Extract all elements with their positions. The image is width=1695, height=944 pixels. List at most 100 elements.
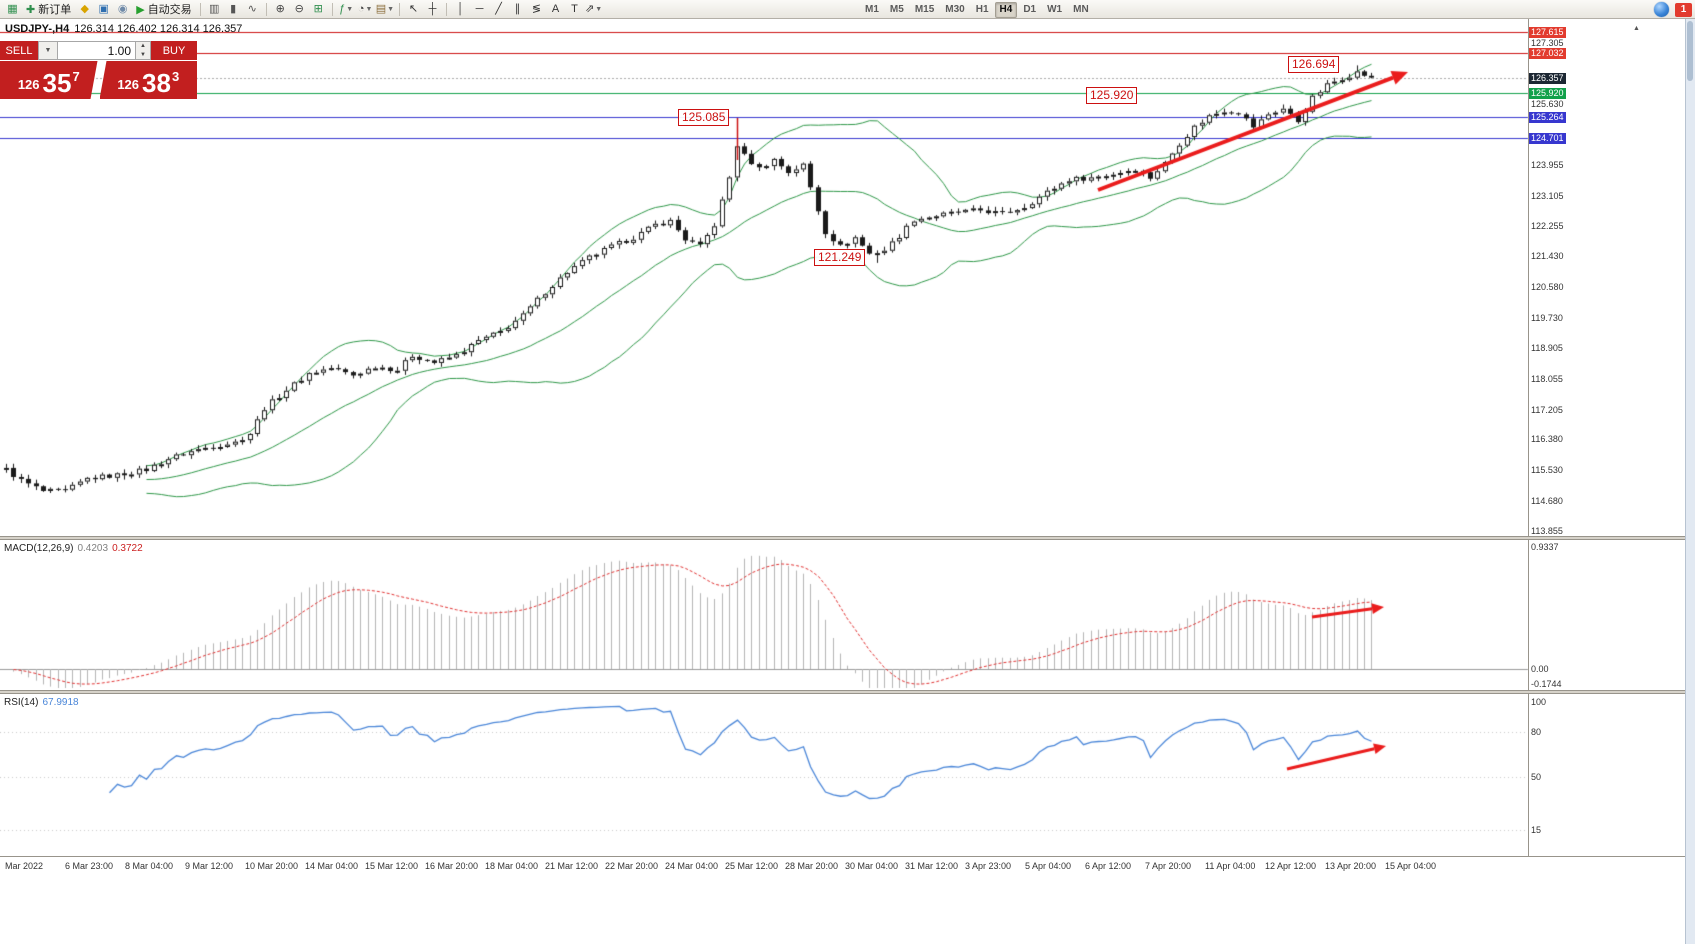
channel-icon: ∥ xyxy=(514,2,521,15)
toolbar-separator xyxy=(399,2,401,16)
text-icon[interactable]: A xyxy=(547,2,564,17)
bid-prefix: 126 xyxy=(17,77,40,92)
ask-price-panel[interactable]: 126 38 3 xyxy=(99,61,197,99)
zoom-in-icon[interactable]: ⊕ xyxy=(272,2,289,17)
channel-icon[interactable]: ∥ xyxy=(509,2,526,17)
buy-button[interactable]: BUY xyxy=(151,41,197,60)
volume-stepper[interactable]: ▲ ▼ xyxy=(136,41,151,60)
timeframe-m1-button[interactable]: M1 xyxy=(865,4,879,15)
text-label-icon[interactable]: T xyxy=(566,2,583,17)
search-icon[interactable] xyxy=(1654,2,1669,17)
trendline-icon[interactable]: ╱ xyxy=(490,2,507,17)
macd-scale-label: 0.9337 xyxy=(1531,542,1559,552)
price-axis-label: 127.032 xyxy=(1529,48,1566,60)
macd-header: MACD(12,26,9) 0.4203 0.3722 xyxy=(4,543,143,554)
price-axis-label: 125.630 xyxy=(1531,98,1564,109)
date-axis-label: 15 Mar 12:00 xyxy=(365,861,419,871)
toolbar-separator xyxy=(331,2,333,16)
stepper-up-icon: ▲ xyxy=(140,43,146,50)
volume-input[interactable]: 1.00 xyxy=(58,41,136,60)
line-chart-icon: ∿ xyxy=(247,2,257,15)
zoom-out-icon[interactable]: ⊖ xyxy=(291,2,308,17)
new-order-icon: ✚ xyxy=(26,3,36,16)
date-axis-label: 15 Apr 04:00 xyxy=(1385,861,1437,871)
timeframe-w1-button[interactable]: W1 xyxy=(1047,4,1063,15)
timeframe-h1-button[interactable]: H1 xyxy=(975,4,989,15)
chart-ohlc-values: 126.314 126.402 126.314 126.357 xyxy=(74,23,243,35)
cursor-icon[interactable]: ↖ xyxy=(405,2,422,17)
bid-big-digits: 35 xyxy=(42,68,72,98)
fibonacci-icon: ≶ xyxy=(531,2,542,15)
new-order-button[interactable]: ✚ 新订单 xyxy=(22,2,75,17)
date-axis-label: 5 Apr 04:00 xyxy=(1025,861,1072,871)
panel-separator[interactable] xyxy=(0,536,1695,540)
crosshair-icon[interactable]: ┼ xyxy=(424,2,441,17)
time-axis[interactable]: Mar 2022 6 Mar 23:00 8 Mar 04:00 9 Mar 12:0… xyxy=(0,856,1695,877)
sell-button[interactable]: SELL xyxy=(0,41,38,60)
scrollbar-thumb[interactable] xyxy=(1687,21,1693,81)
crosshair-icon: ┼ xyxy=(428,2,437,15)
price-annotation[interactable]: 126.694 xyxy=(1288,56,1340,73)
price-axis-label: 123.105 xyxy=(1531,190,1564,201)
timeframe-mn-button[interactable]: MN xyxy=(1073,4,1089,15)
rsi-scale-label: 100 xyxy=(1531,697,1547,707)
fibonacci-icon[interactable]: ≶ xyxy=(528,2,545,17)
volume-dropdown[interactable]: ▼ xyxy=(38,41,58,60)
price-axis-label: 127.615 xyxy=(1529,27,1566,38)
terminal-icon[interactable]: ▣ xyxy=(95,2,112,17)
vertical-scrollbar[interactable] xyxy=(1685,19,1695,944)
date-axis-label: 9 Mar 12:00 xyxy=(185,861,234,871)
autotrading-button[interactable]: ▶ 自动交易 xyxy=(132,2,195,17)
toolbar-separator xyxy=(446,2,448,16)
timeframe-m15-button[interactable]: M15 xyxy=(914,4,935,15)
vertical-line-icon[interactable]: │ xyxy=(452,2,469,17)
date-axis-label: 25 Mar 12:00 xyxy=(725,861,779,871)
date-axis-label: 31 Mar 12:00 xyxy=(905,861,959,871)
main-chart-canvas[interactable] xyxy=(0,19,1529,536)
toolbar-right-cluster: 1 xyxy=(1654,2,1692,17)
market-watch-icon[interactable]: ◉ xyxy=(114,2,131,17)
bar-chart-icon[interactable]: ▥ xyxy=(206,2,223,17)
indicators-icon[interactable]: ƒ ▼ xyxy=(338,2,355,17)
macd-signal-value: 0.3722 xyxy=(112,543,143,554)
ask-big-digits: 38 xyxy=(142,68,171,98)
price-annotation[interactable]: 125.920 xyxy=(1086,87,1138,104)
date-axis-label: 21 Mar 12:00 xyxy=(545,861,599,871)
date-axis-label: 18 Mar 04:00 xyxy=(485,861,539,871)
arrows-tool-icon[interactable]: ⇗ ▼ xyxy=(585,2,602,17)
new-order-button-label: 新订单 xyxy=(38,4,72,16)
timeframe-m5-button[interactable]: M5 xyxy=(889,4,904,15)
notification-badge[interactable]: 1 xyxy=(1675,2,1692,17)
line-chart-icon[interactable]: ∿ xyxy=(244,2,261,17)
date-axis-label: 12 Apr 12:00 xyxy=(1265,861,1317,871)
ask-prefix: 126 xyxy=(117,77,140,92)
timeframe-d1-button[interactable]: D1 xyxy=(1023,4,1037,15)
price-axis-label: 114.680 xyxy=(1531,496,1563,507)
timeframe-m30-button[interactable]: M30 xyxy=(945,4,965,15)
metaeditor-icon[interactable]: ◆ xyxy=(76,2,93,17)
periods-icon: ◔ xyxy=(357,2,365,15)
horizontal-line-icon[interactable]: ─ xyxy=(471,2,488,17)
horizontal-line-icon: ─ xyxy=(475,2,484,15)
toolbar-separator xyxy=(199,2,201,16)
templates-icon[interactable]: ▤ ▼ xyxy=(376,2,394,17)
macd-panel-canvas[interactable] xyxy=(0,540,1529,690)
periods-icon[interactable]: ◔ ▼ xyxy=(357,2,374,17)
tile-windows-icon[interactable]: ⊞ xyxy=(310,2,327,17)
toolbar-separator xyxy=(265,2,267,16)
price-axis-label: 118.905 xyxy=(1531,342,1563,353)
chevron-down-icon: ▼ xyxy=(365,5,373,13)
candlestick-chart-icon: ▮ xyxy=(230,2,237,15)
chevron-down-icon: ▼ xyxy=(387,5,395,13)
date-axis-label: 13 Apr 20:00 xyxy=(1325,861,1377,871)
chart-window-icon[interactable]: ▦ xyxy=(4,2,21,17)
zoom-out-icon: ⊖ xyxy=(294,2,304,15)
bid-price-panel[interactable]: 126 35 7 xyxy=(0,61,98,99)
timeframe-h4-button[interactable]: H4 xyxy=(994,2,1018,18)
panel-separator[interactable] xyxy=(0,690,1695,694)
date-axis-label: Mar 2022 xyxy=(5,861,44,871)
candlestick-chart-icon[interactable]: ▮ xyxy=(225,2,242,17)
price-annotation[interactable]: 121.249 xyxy=(814,249,866,266)
rsi-panel-canvas[interactable] xyxy=(0,694,1529,856)
price-annotation[interactable]: 125.085 xyxy=(678,109,730,126)
